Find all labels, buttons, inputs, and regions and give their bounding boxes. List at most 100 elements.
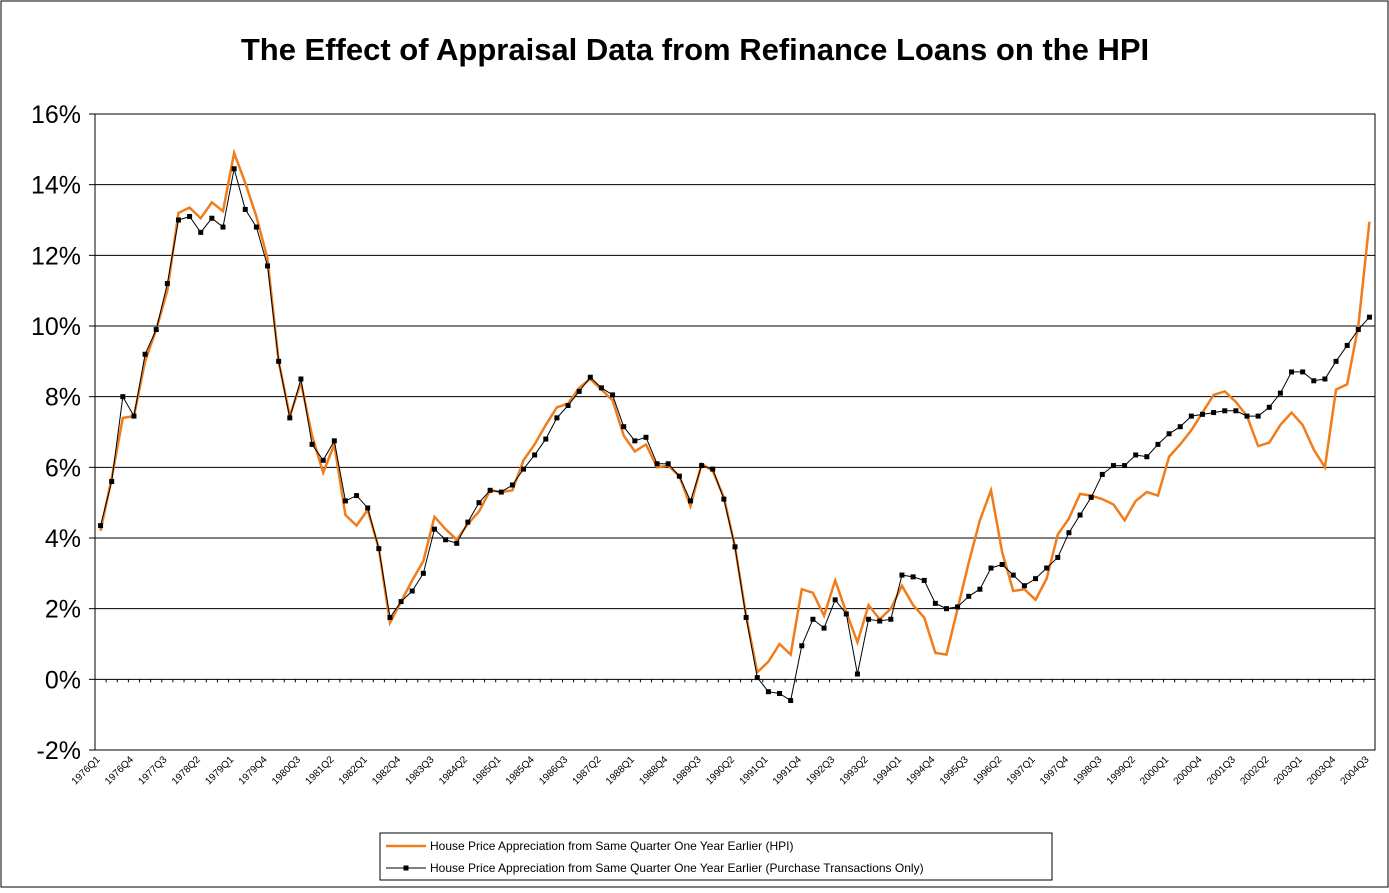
point-marker xyxy=(877,618,883,624)
point-marker xyxy=(1155,441,1161,447)
y-tick-label: 16% xyxy=(31,101,81,129)
point-marker xyxy=(743,615,749,620)
point-marker xyxy=(654,461,660,467)
point-marker xyxy=(187,213,193,219)
point-marker xyxy=(788,698,794,704)
y-tick-label: 6% xyxy=(45,454,81,482)
point-marker xyxy=(888,616,894,622)
point-marker xyxy=(109,478,115,484)
point-marker xyxy=(1322,376,1328,382)
point-marker xyxy=(832,597,838,603)
point-marker xyxy=(298,376,304,382)
point-marker xyxy=(242,206,248,212)
y-tick-label: 2% xyxy=(45,596,81,624)
point-marker xyxy=(398,599,404,605)
point-marker xyxy=(1010,572,1016,578)
point-marker xyxy=(365,505,371,511)
point-marker xyxy=(454,540,460,546)
point-marker xyxy=(643,434,649,440)
point-marker xyxy=(676,473,682,479)
point-marker xyxy=(854,671,860,677)
point-marker xyxy=(1277,390,1283,396)
point-marker xyxy=(988,565,994,571)
point-marker xyxy=(265,263,271,269)
point-marker xyxy=(587,374,593,380)
point-marker xyxy=(799,643,805,649)
point-marker xyxy=(153,327,159,333)
point-marker xyxy=(1021,583,1027,589)
point-marker xyxy=(721,496,727,502)
point-marker xyxy=(209,215,215,221)
point-marker xyxy=(1233,408,1239,414)
point-marker xyxy=(354,493,360,499)
y-tick-label: 8% xyxy=(45,384,81,412)
point-marker xyxy=(610,392,616,398)
legend-label: House Price Appreciation from Same Quart… xyxy=(430,861,924,875)
chart-title: The Effect of Appraisal Data from Refina… xyxy=(241,32,1149,67)
y-tick-label: -2% xyxy=(37,737,81,765)
point-marker xyxy=(1066,530,1072,536)
point-marker xyxy=(443,537,449,543)
point-marker xyxy=(220,224,226,230)
point-marker xyxy=(921,577,927,583)
point-marker xyxy=(665,461,671,467)
point-marker xyxy=(1300,369,1306,375)
point-marker xyxy=(899,572,905,578)
point-marker xyxy=(598,385,604,391)
y-tick-label: 10% xyxy=(31,313,81,341)
point-marker xyxy=(754,675,760,681)
point-marker xyxy=(699,463,705,469)
y-tick-label: 4% xyxy=(45,525,81,553)
y-tick-label: 0% xyxy=(45,666,81,694)
plot-border xyxy=(94,113,1376,751)
point-marker xyxy=(910,574,916,580)
point-marker xyxy=(409,588,415,594)
point-marker xyxy=(1344,342,1350,348)
legend-box xyxy=(379,832,1053,881)
point-marker xyxy=(1355,327,1361,333)
point-marker xyxy=(710,466,716,472)
point-marker xyxy=(287,415,293,421)
point-marker xyxy=(198,229,204,235)
point-marker xyxy=(843,611,849,617)
point-marker xyxy=(131,413,137,419)
point-marker xyxy=(1033,576,1039,582)
point-marker xyxy=(331,438,337,444)
point-marker xyxy=(142,351,148,357)
point-marker xyxy=(554,415,560,421)
point-marker xyxy=(966,593,972,599)
y-tick-label: 14% xyxy=(31,172,81,200)
point-marker xyxy=(342,498,348,504)
point-marker xyxy=(955,604,961,610)
point-marker xyxy=(999,562,1005,567)
legend-label: House Price Appreciation from Same Quart… xyxy=(430,839,794,853)
point-marker xyxy=(932,600,938,606)
point-marker xyxy=(1199,411,1205,417)
point-marker xyxy=(1266,404,1272,410)
point-marker xyxy=(777,690,783,696)
point-marker xyxy=(231,166,237,172)
point-marker xyxy=(1044,565,1050,571)
point-marker xyxy=(1222,408,1228,414)
point-marker xyxy=(509,482,515,488)
point-marker xyxy=(621,424,627,430)
point-marker xyxy=(521,466,527,472)
point-marker xyxy=(1166,431,1172,437)
point-marker xyxy=(943,606,949,612)
point-marker xyxy=(866,616,872,622)
point-marker xyxy=(498,489,504,495)
point-marker xyxy=(431,526,437,532)
point-marker xyxy=(309,441,315,447)
point-marker xyxy=(1311,378,1317,384)
legend-marker xyxy=(403,865,409,871)
point-marker xyxy=(320,457,326,463)
point-marker xyxy=(1099,471,1105,477)
point-marker xyxy=(465,519,471,525)
point-marker xyxy=(1122,463,1128,469)
point-marker xyxy=(1144,454,1150,460)
point-marker xyxy=(1211,410,1217,416)
point-marker xyxy=(543,436,549,442)
point-marker xyxy=(576,388,582,394)
point-marker xyxy=(376,546,382,552)
